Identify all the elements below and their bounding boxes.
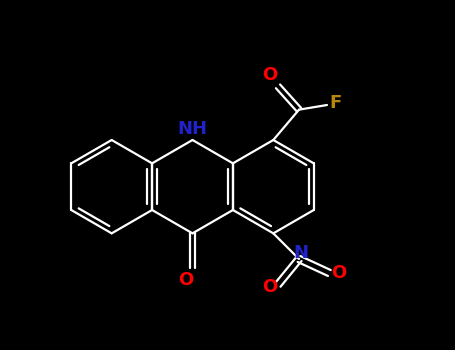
Text: O: O <box>178 271 193 289</box>
Text: O: O <box>331 264 346 282</box>
Text: N: N <box>294 244 309 262</box>
Text: NH: NH <box>177 120 207 138</box>
Text: F: F <box>329 94 342 112</box>
Text: O: O <box>262 66 277 84</box>
Text: O: O <box>262 278 277 296</box>
